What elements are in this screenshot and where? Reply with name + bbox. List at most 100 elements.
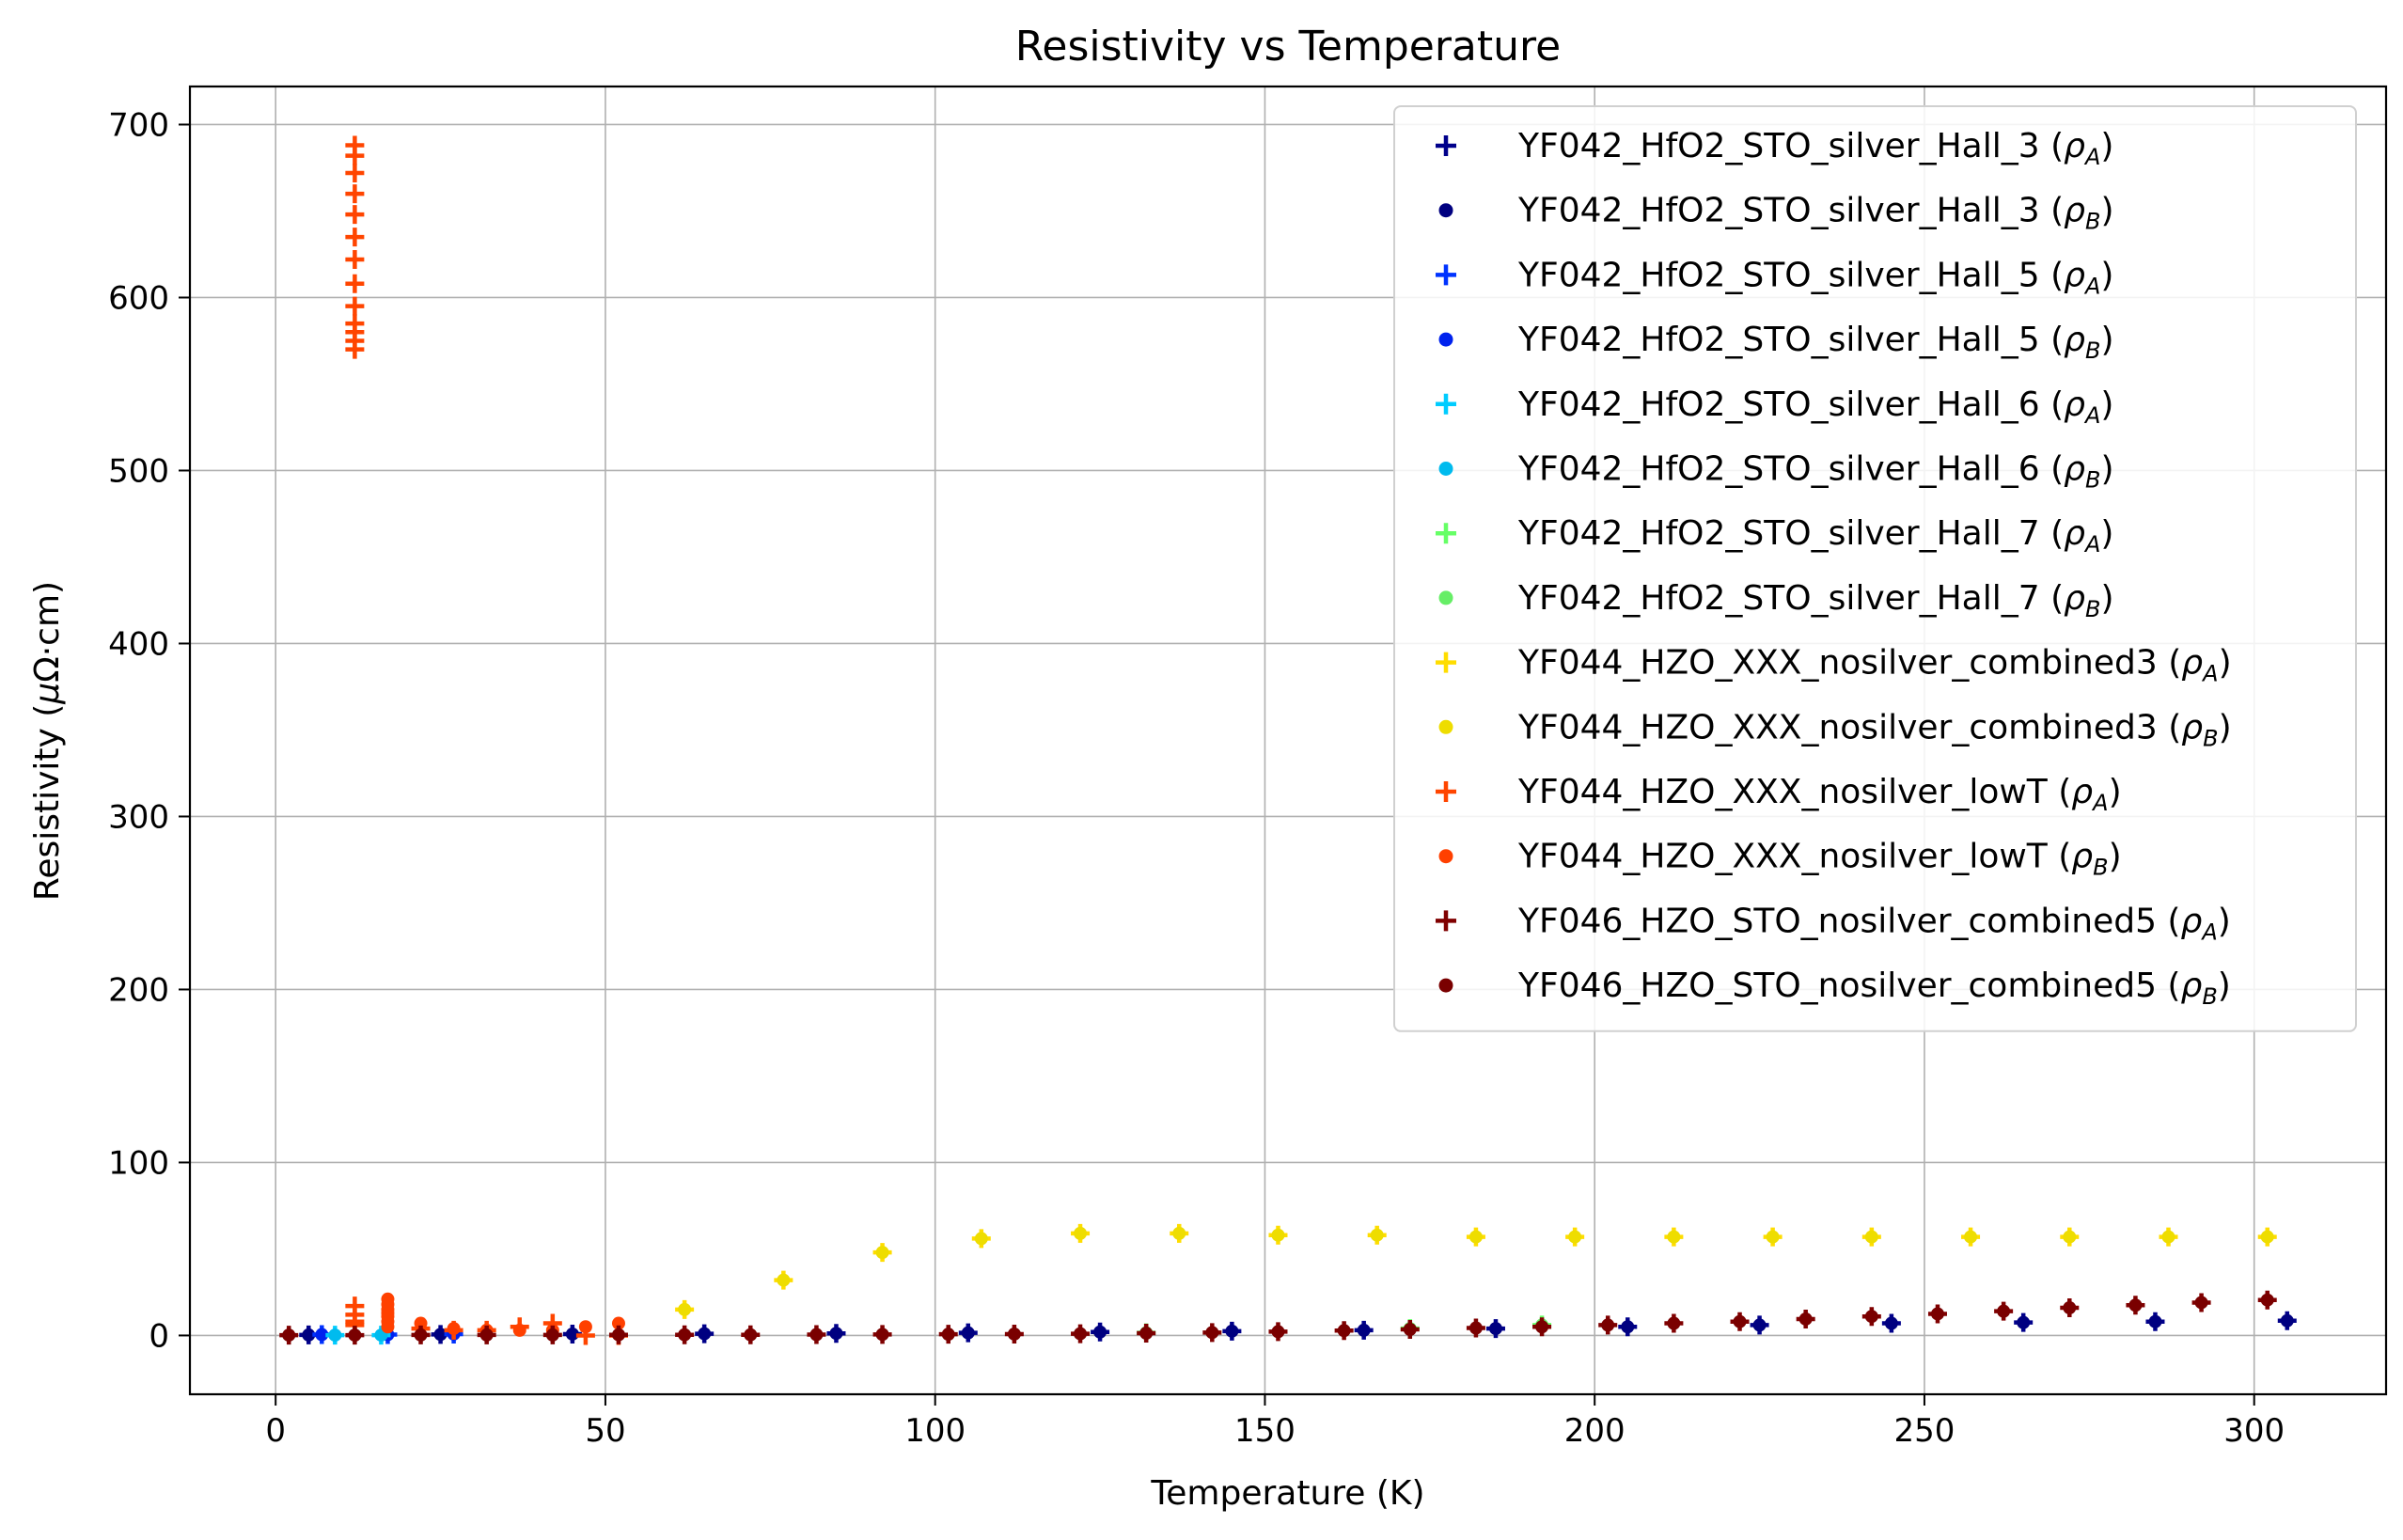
data-point-plus <box>345 274 365 293</box>
data-point-dot <box>1271 1325 1285 1339</box>
data-point-dot <box>829 1327 843 1341</box>
data-point-dot <box>1468 1321 1483 1335</box>
data-point-dot <box>698 1327 712 1341</box>
data-point-dot <box>1139 1327 1154 1341</box>
data-point-dot <box>282 1328 296 1343</box>
data-point-dot <box>2148 1314 2162 1328</box>
x-tick-label: 50 <box>585 1412 625 1450</box>
legend-label: YF042_HfO2_STO_silver_Hall_7 (ρB) <box>1517 579 2114 622</box>
data-point-dot <box>961 1326 975 1340</box>
legend-marker-dot <box>1438 849 1453 864</box>
data-point-dot <box>744 1328 758 1342</box>
data-point-dot <box>578 1320 592 1334</box>
data-point-dot <box>1007 1327 1021 1341</box>
x-tick-label: 100 <box>904 1412 966 1450</box>
data-point-dot <box>1997 1304 2011 1318</box>
legend-marker-plus <box>1436 264 1456 286</box>
x-tick-label: 250 <box>1893 1412 1955 1450</box>
data-point-dot <box>479 1328 494 1342</box>
legend-label: YF042_HfO2_STO_silver_Hall_5 (ρB) <box>1517 321 2114 364</box>
data-point-dot <box>1766 1230 1780 1244</box>
legend-marker-dot <box>1438 590 1453 605</box>
data-point-dot <box>1601 1318 1615 1332</box>
data-point-dot <box>1337 1324 1351 1338</box>
data-point-dot <box>1074 1226 1088 1240</box>
plot-frame <box>188 85 2388 1396</box>
legend-marker-dot <box>1438 332 1453 347</box>
legend-label: YF042_HfO2_STO_silver_Hall_7 (ρA) <box>1517 514 2113 558</box>
data-point-dot <box>1752 1318 1767 1332</box>
legend-label: YF042_HfO2_STO_silver_Hall_3 (ρA) <box>1517 127 2113 170</box>
data-point-dot <box>1964 1230 1978 1244</box>
legend-label: YF042_HfO2_STO_silver_Hall_3 (ρB) <box>1517 192 2114 235</box>
data-point-dot <box>1667 1230 1681 1244</box>
data-point-dot <box>414 1328 428 1342</box>
data-point-dot <box>433 1328 448 1342</box>
data-point-dot <box>1568 1230 1582 1244</box>
legend-marker-dot <box>1438 978 1453 993</box>
data-point-dot <box>611 1316 625 1330</box>
data-point-plus <box>345 205 365 225</box>
legend-marker-plus <box>1436 781 1456 802</box>
data-point-dot <box>1403 1323 1417 1337</box>
data-point-dot <box>2260 1293 2274 1307</box>
data-point-dot <box>974 1232 988 1246</box>
data-point-dot <box>1535 1320 1549 1334</box>
data-point-dot <box>2017 1315 2031 1329</box>
data-point-dot <box>328 1328 342 1343</box>
y-tick-label: 400 <box>108 625 169 663</box>
data-point-dot <box>381 1292 395 1306</box>
legend-marker-plus <box>1436 910 1456 932</box>
y-axis-label-mu: μ <box>28 683 67 705</box>
y-tick-label: 300 <box>108 798 169 836</box>
data-point-dot <box>2280 1313 2294 1328</box>
y-tick-label: 0 <box>149 1317 169 1355</box>
data-point-dot <box>315 1328 329 1342</box>
y-axis-label: Resistivity (μΩ·cm) <box>28 581 67 901</box>
ticks-layer: 0 50 100 150 200 250 300 0 100 200 300 400 500 600 700 <box>108 106 2285 1450</box>
legend-marker-plus <box>1436 393 1456 415</box>
y-axis-label-suffix: Ω·cm) <box>28 581 67 683</box>
data-point-dot <box>1205 1326 1219 1340</box>
chart-title: Resistivity vs Temperature <box>1015 23 1561 71</box>
data-point-dot <box>348 1328 362 1343</box>
legend-label: YF046_HZO_STO_nosilver_combined5 (ρA) <box>1517 902 2231 945</box>
legend-marker-plus <box>1436 523 1456 544</box>
data-point-dot <box>1093 1325 1107 1339</box>
data-point-dot <box>875 1246 889 1260</box>
y-tick-label: 200 <box>108 971 169 1009</box>
data-point-dot <box>2194 1296 2208 1310</box>
data-point-dot <box>1357 1323 1371 1337</box>
data-point-plus <box>345 184 365 204</box>
data-point-dot <box>447 1322 461 1336</box>
data-point-dot <box>1370 1228 1384 1242</box>
data-point-dot <box>1488 1322 1502 1336</box>
y-axis-label-prefix: Resistivity ( <box>28 704 67 901</box>
data-point-dot <box>1884 1316 1898 1330</box>
data-point-dot <box>1733 1314 1747 1328</box>
data-point-dot <box>2063 1301 2077 1315</box>
data-point-plus <box>345 296 365 316</box>
data-point-plus <box>345 249 365 269</box>
data-point-dot <box>1172 1226 1186 1240</box>
data-point-dot <box>941 1328 955 1342</box>
data-point-dot <box>1468 1230 1483 1244</box>
x-tick-label: 200 <box>1564 1412 1626 1450</box>
legend-label: YF044_HZO_XXX_nosilver_combined3 (ρB) <box>1517 708 2232 751</box>
data-point-plus <box>345 163 365 182</box>
data-points-layer <box>279 135 2297 1345</box>
data-point-dot <box>777 1273 791 1287</box>
data-point-dot <box>678 1302 692 1316</box>
y-tick-label: 500 <box>108 452 169 490</box>
data-point-dot <box>875 1328 889 1342</box>
legend-frame <box>1393 105 2357 1032</box>
data-point-dot <box>2161 1230 2175 1244</box>
data-point-dot <box>565 1327 579 1341</box>
data-point-plus <box>345 314 365 334</box>
legend-marker-plus <box>1436 135 1456 156</box>
data-point-dot <box>545 1328 559 1342</box>
data-point-dot <box>2128 1298 2143 1312</box>
y-tick-label: 100 <box>108 1144 169 1182</box>
data-point-dot <box>809 1328 824 1342</box>
